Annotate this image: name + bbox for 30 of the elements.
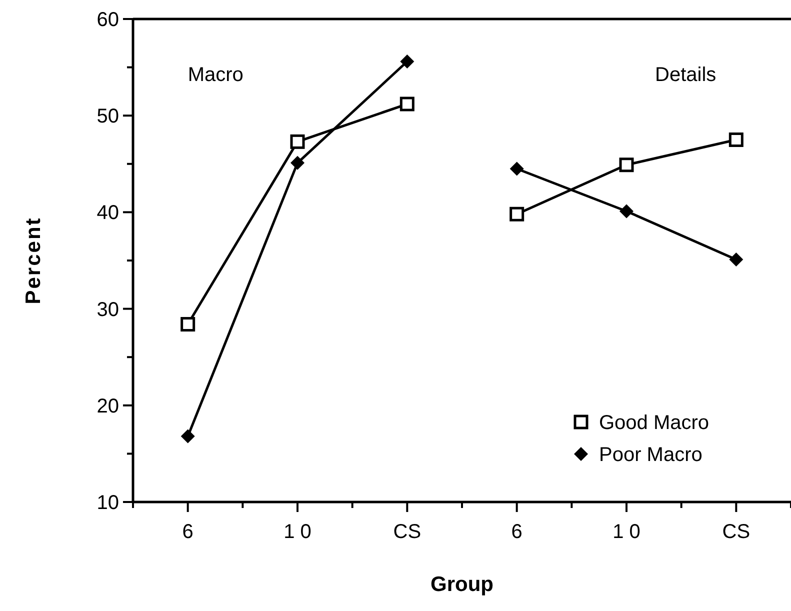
y-tick-label: 60 — [96, 9, 119, 31]
y-axis-title: Percent — [22, 216, 45, 304]
point — [180, 317, 196, 332]
point — [728, 132, 744, 147]
y-tick-label: 20 — [96, 395, 119, 418]
y-tick-label: 30 — [96, 298, 119, 321]
point — [620, 204, 634, 218]
point — [619, 158, 634, 172]
legend-label: Poor Macro — [599, 444, 702, 466]
legend-label: Good Macro — [599, 412, 710, 434]
point — [290, 156, 304, 170]
annotation: Macro — [188, 64, 244, 86]
x-tick-label: CS — [393, 521, 422, 543]
point — [510, 206, 524, 222]
point — [400, 96, 414, 112]
x-tick-label: CS — [722, 521, 750, 543]
x-axis-title: Group — [430, 573, 494, 596]
y-tick-label: 10 — [96, 492, 119, 514]
x-tick-label: 1 0 — [284, 521, 312, 543]
annotation: Details — [655, 64, 716, 86]
y-tick-label: 50 — [96, 106, 119, 128]
x-tick-label: 6 — [511, 521, 522, 543]
point — [290, 134, 305, 149]
point — [180, 429, 195, 444]
x-tick-label: 1 0 — [612, 521, 640, 543]
point — [729, 252, 744, 267]
x-tick-label: 6 — [182, 521, 194, 543]
point — [510, 162, 524, 176]
point — [400, 54, 414, 69]
y-tick-label: 40 — [96, 202, 119, 224]
